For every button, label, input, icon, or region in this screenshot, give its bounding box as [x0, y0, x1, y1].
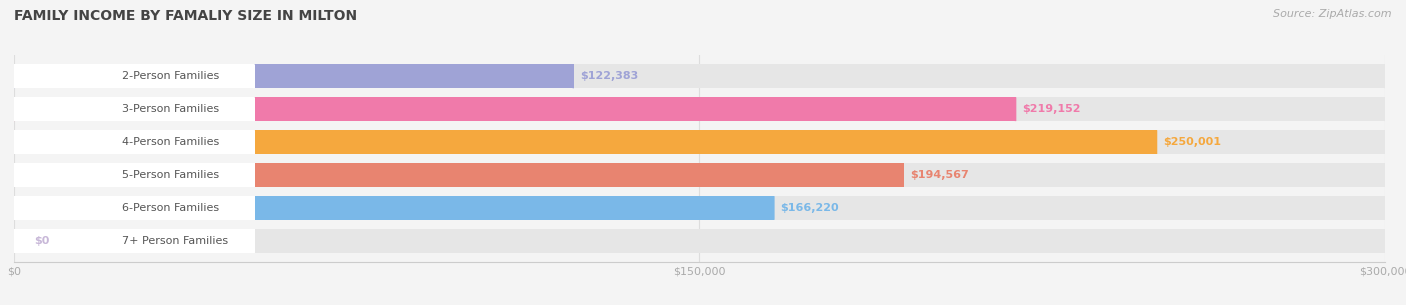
Text: $194,567: $194,567 [910, 170, 969, 180]
Text: 3-Person Families: 3-Person Families [122, 104, 219, 114]
Text: $122,383: $122,383 [581, 71, 638, 81]
Text: $0: $0 [35, 236, 51, 246]
Text: 7+ Person Families: 7+ Person Families [122, 236, 228, 246]
Bar [14, 130, 254, 154]
Bar [14, 163, 1385, 187]
Bar [14, 229, 1385, 253]
Text: 6-Person Families: 6-Person Families [122, 203, 219, 213]
Text: $166,220: $166,220 [780, 203, 839, 213]
Bar [14, 130, 1385, 154]
Bar [14, 130, 1157, 154]
Bar [14, 229, 254, 253]
Bar [14, 97, 1385, 121]
Text: Source: ZipAtlas.com: Source: ZipAtlas.com [1274, 9, 1392, 19]
Bar [14, 196, 254, 220]
Bar [14, 64, 574, 88]
Text: 2-Person Families: 2-Person Families [122, 71, 219, 81]
Text: FAMILY INCOME BY FAMALIY SIZE IN MILTON: FAMILY INCOME BY FAMALIY SIZE IN MILTON [14, 9, 357, 23]
Bar [14, 97, 254, 121]
Bar [14, 64, 1385, 88]
Bar [14, 163, 903, 187]
Text: $219,152: $219,152 [1022, 104, 1081, 114]
Text: 5-Person Families: 5-Person Families [122, 170, 219, 180]
Text: 4-Person Families: 4-Person Families [122, 137, 219, 147]
Bar [14, 163, 254, 187]
Text: $250,001: $250,001 [1163, 137, 1222, 147]
Bar [14, 229, 28, 253]
Bar [14, 64, 254, 88]
Bar [14, 196, 773, 220]
Bar [14, 97, 1015, 121]
Bar [14, 196, 1385, 220]
